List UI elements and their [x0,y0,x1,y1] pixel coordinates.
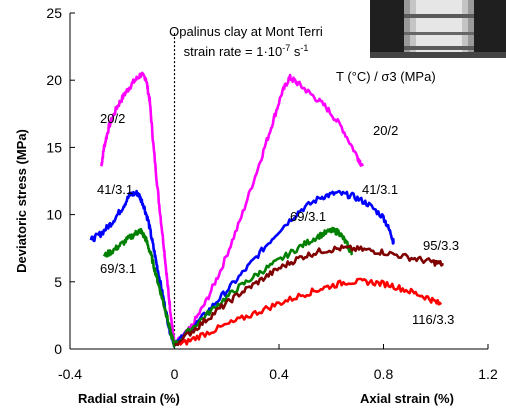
subtitle-prefix: strain rate = 1·10 [184,44,283,59]
chart-title: Opalinus clay at Mont Terri [169,24,323,39]
x-tick-label: 0.8 [374,366,394,382]
series-20-2-radial-line [100,71,176,346]
series-label-axial: 116/3.3 [412,312,454,327]
y-tick-label: 0 [54,341,62,357]
series-label-radial: 41/3.1 [97,182,133,197]
x-tick-label: 0 [171,366,179,382]
subtitle-unit-exp: -1 [300,43,308,53]
legend-title: T (°C) / σ3 (MPa) [336,69,436,84]
series-69-3-1-radial-line [102,227,176,348]
series-41-3-1-axial-line [173,189,395,346]
series-20-2-axial-line [173,73,364,346]
series-95-3-3-axial-line [174,244,444,347]
series-label-radial: 69/3.1 [100,261,136,276]
y-tick-label: 5 [54,274,62,290]
series-label-axial: 95/3.3 [423,238,459,253]
series-label-axial: 20/2 [373,123,398,138]
specimen-photo-graphic [370,0,506,58]
x-axis-label-radial: Radial strain (%) [78,391,180,406]
specimen-photo [370,0,506,58]
subtitle-unit: s [290,44,301,59]
chart-subtitle: strain rate = 1·10-7 s-1 [184,43,309,59]
y-tick-label: 15 [46,139,62,155]
y-tick-label: 20 [46,72,62,88]
y-tick-label: 25 [46,5,62,21]
subtitle-exp: -7 [282,43,290,53]
plot-area: 0 5 10 15 20 25 -0.4 0 0.4 0.8 1.2 20/2 20/2 41/3.1 41… [46,5,498,382]
series-label-axial: 41/3.1 [362,182,398,197]
series-69-3-1-axial-line [173,226,354,346]
series-label-axial: 69/3.1 [290,209,326,224]
y-tick-label: 10 [46,207,62,223]
x-axis-label-axial: Axial strain (%) [360,391,454,406]
x-tick-label: 0.4 [269,366,289,382]
x-tick-label: -0.4 [58,366,82,382]
series-label-radial: 20/2 [100,111,125,126]
y-axis-label: Deviatoric stress (MPa) [14,129,29,273]
series-116-3-3-axial-line [178,277,443,346]
x-tick-label: 1.2 [478,366,498,382]
